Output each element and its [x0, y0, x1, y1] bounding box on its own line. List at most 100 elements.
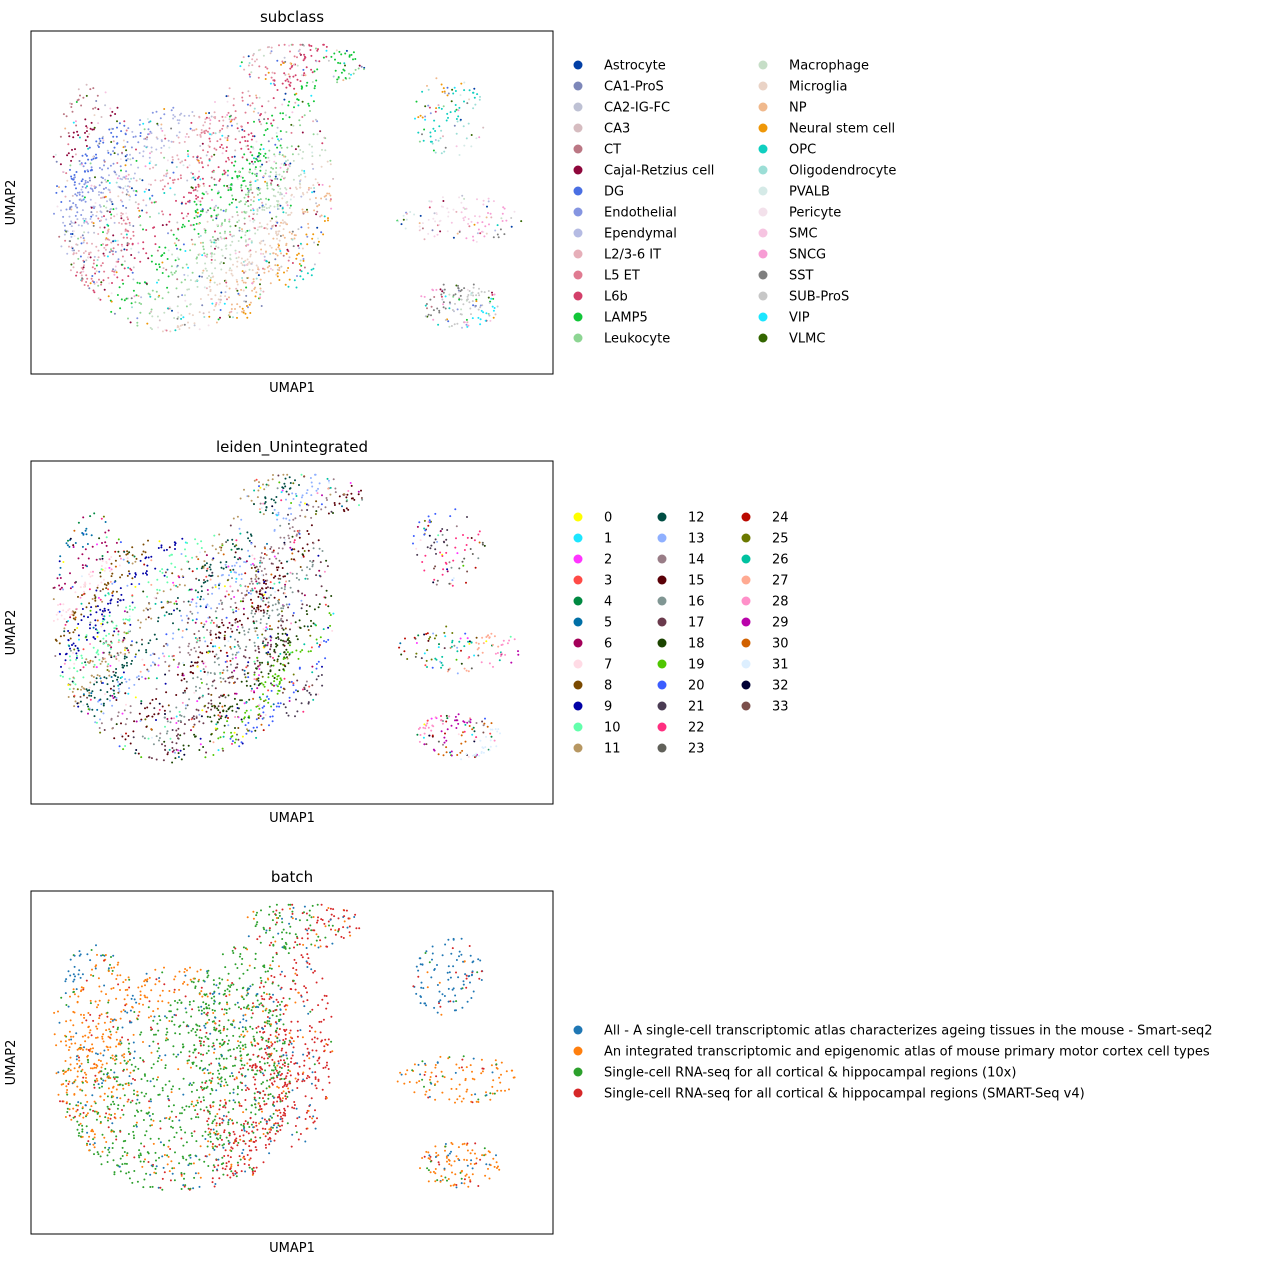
scatter-point [251, 135, 254, 138]
scatter-point [245, 701, 248, 704]
scatter-point [199, 605, 202, 608]
scatter-point [269, 205, 272, 207]
scatter-point [236, 214, 239, 217]
scatter-point [283, 56, 286, 59]
scatter-point [193, 217, 196, 219]
y-axis-label: UMAP2 [4, 180, 19, 226]
scatter-point [478, 287, 480, 290]
scatter-point [429, 298, 432, 301]
legend-label: Astrocyte [604, 59, 666, 74]
scatter-point [194, 186, 197, 189]
scatter-point [457, 291, 460, 294]
scatter-point [293, 539, 296, 542]
scatter-point [306, 208, 308, 211]
scatter-point [147, 257, 150, 260]
scatter-point [118, 175, 121, 177]
scatter-point [292, 612, 295, 614]
scatter-point [312, 547, 315, 550]
scatter-point [283, 536, 286, 539]
scatter-point [86, 181, 89, 184]
scatter-point [189, 127, 192, 130]
scatter-point [227, 135, 230, 137]
scatter-point [202, 722, 205, 725]
scatter-point [239, 647, 242, 650]
scatter-point [421, 561, 424, 563]
scatter-point [278, 269, 281, 272]
scatter-point [177, 295, 180, 298]
scatter-point [255, 570, 258, 573]
scatter-point [446, 728, 449, 731]
scatter-point [225, 247, 228, 250]
scatter-point [248, 582, 251, 585]
scatter-point [268, 724, 270, 727]
scatter-point [341, 505, 343, 508]
scatter-point [491, 643, 494, 646]
scatter-point [162, 606, 165, 609]
scatter-point [331, 629, 334, 632]
scatter-point [79, 255, 82, 258]
scatter-point [126, 552, 129, 555]
scatter-point [59, 653, 61, 656]
scatter-point [295, 495, 298, 497]
scatter-point [405, 212, 408, 215]
scatter-point [62, 561, 65, 563]
scatter-point [475, 298, 478, 301]
scatter-point [88, 686, 91, 689]
scatter-point [259, 287, 262, 290]
scatter-point [221, 115, 224, 118]
scatter-point [225, 160, 228, 163]
scatter-point [81, 277, 84, 280]
scatter-point [224, 218, 226, 221]
scatter-point [116, 239, 119, 242]
scatter-point [241, 167, 244, 170]
scatter-point [292, 673, 295, 676]
scatter-point [247, 191, 250, 194]
scatter-point [142, 543, 145, 546]
scatter-point [290, 66, 293, 68]
scatter-point [85, 638, 88, 641]
scatter-point [307, 102, 310, 105]
scatter-point [458, 106, 461, 109]
scatter-point [439, 288, 442, 291]
scatter-point [295, 635, 298, 638]
scatter-point [233, 545, 236, 548]
scatter-point [116, 126, 118, 129]
scatter-point [281, 207, 284, 210]
scatter-point [173, 602, 176, 605]
scatter-point [106, 232, 109, 235]
scatter-point [502, 639, 505, 642]
scatter-point [134, 194, 137, 197]
scatter-point [255, 575, 258, 578]
scatter-point [135, 148, 137, 151]
scatter-point [444, 307, 447, 310]
scatter-point [123, 120, 126, 123]
scatter-point [208, 311, 211, 314]
legend-label: Oligodendrocyte [789, 164, 896, 179]
scatter-point [191, 598, 194, 601]
scatter-point [290, 211, 293, 214]
scatter-point [262, 290, 265, 293]
scatter-point [144, 551, 147, 554]
scatter-point [286, 146, 289, 149]
scatter-point [257, 226, 260, 229]
scatter-point [310, 54, 313, 57]
scatter-point [170, 265, 173, 268]
scatter-point [222, 147, 225, 150]
scatter-point [281, 486, 284, 489]
scatter-point [308, 605, 311, 608]
scatter-point [417, 116, 420, 119]
scatter-point [175, 734, 178, 737]
scatter-point [213, 281, 216, 284]
scatter-point [472, 294, 475, 297]
scatter-point [191, 129, 194, 132]
scatter-point [195, 708, 198, 711]
scatter-point [210, 155, 213, 158]
scatter-point [104, 178, 107, 181]
scatter-point [220, 566, 223, 569]
scatter-point [92, 570, 94, 573]
scatter-point [202, 746, 205, 748]
scatter-point [204, 756, 207, 759]
scatter-point [456, 552, 459, 555]
scatter-point [156, 268, 158, 271]
scatter-point [434, 716, 437, 719]
